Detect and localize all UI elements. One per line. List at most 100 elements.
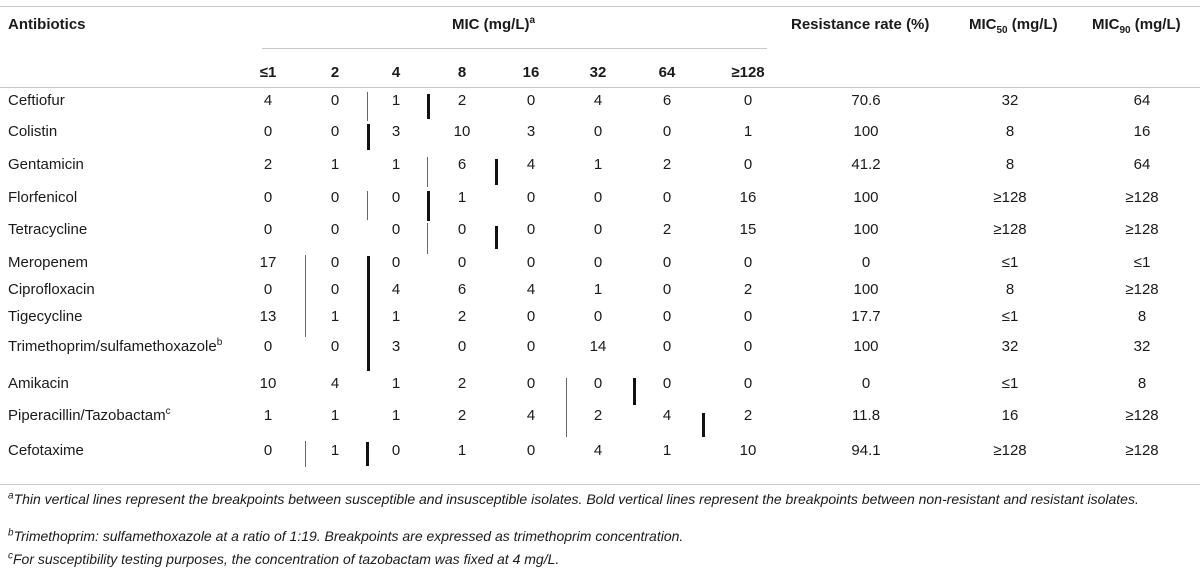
table-top-rule <box>0 6 1200 7</box>
mic-count-cell: 0 <box>457 254 467 271</box>
resistance-breakpoint-line <box>495 159 498 185</box>
conc-header-cell: ≤1 <box>259 64 277 81</box>
mic-count-cell: 1 <box>662 442 672 459</box>
mic-count-cell: 0 <box>391 221 401 238</box>
susceptibility-breakpoint-line <box>305 280 306 308</box>
mic90-cell: ≥128 <box>1125 442 1159 459</box>
mic-count-cell: 1 <box>593 156 603 173</box>
conc-header-cell: ≥128 <box>731 64 765 81</box>
susceptibility-breakpoint-line <box>305 255 306 280</box>
mic-count-cell: 13 <box>259 308 277 325</box>
footnote-mark: b <box>8 527 14 539</box>
mic-count-cell: 1 <box>391 92 401 109</box>
resistance-rate-cell: 70.6 <box>851 92 881 109</box>
mic-count-cell: 14 <box>589 338 607 355</box>
antibiotic-name: Piperacillin/Tazobactamc <box>8 407 171 425</box>
mic90-cell: ≥128 <box>1125 221 1159 238</box>
mic90-cell: 64 <box>1133 156 1151 173</box>
mic-count-cell: 0 <box>526 92 536 109</box>
mic-count-cell: 0 <box>743 375 753 392</box>
mic50-cell: ≤1 <box>1001 375 1019 392</box>
susceptibility-breakpoint-line <box>367 92 368 121</box>
mic-count-cell: 2 <box>263 156 273 173</box>
mic-count-cell: 4 <box>526 281 536 298</box>
resistance-breakpoint-line <box>367 256 370 280</box>
mic-count-cell: 0 <box>662 338 672 355</box>
header-mic50-sub: 50 <box>996 25 1008 36</box>
header-mic-label: MIC (mg/L) <box>452 16 530 33</box>
susceptibility-breakpoint-line <box>427 157 428 187</box>
mic-count-cell: 4 <box>593 92 603 109</box>
mic-count-cell: 0 <box>662 375 672 392</box>
resistance-breakpoint-line <box>367 124 370 150</box>
susceptibility-breakpoint-line <box>566 378 567 410</box>
antibiotic-name: Florfenicol <box>8 189 77 206</box>
mic-count-cell: 0 <box>330 189 340 206</box>
mic-count-cell: 4 <box>526 407 536 424</box>
mic-count-cell: 0 <box>593 375 603 392</box>
mic90-cell: 64 <box>1133 92 1151 109</box>
mic-count-cell: 0 <box>330 123 340 140</box>
mic-count-cell: 15 <box>739 221 757 238</box>
resistance-breakpoint-line <box>495 226 498 249</box>
mic-count-cell: 0 <box>330 281 340 298</box>
mic-count-cell: 0 <box>526 189 536 206</box>
mic50-cell: ≤1 <box>1001 254 1019 271</box>
susceptibility-breakpoint-line <box>305 308 306 337</box>
antibiotic-name: Trimethoprim/sulfamethoxazoleb <box>8 338 222 356</box>
mic-count-cell: 4 <box>593 442 603 459</box>
antibiotic-name-text: Piperacillin/Tazobactam <box>8 407 166 424</box>
conc-header-cell: 16 <box>522 64 540 81</box>
antibiotic-name-text: Ceftiofur <box>8 92 65 109</box>
resistance-rate-cell: 41.2 <box>851 156 881 173</box>
header-mic: MIC (mg/L)a <box>452 16 535 34</box>
header-mic90-sub: 90 <box>1119 25 1131 36</box>
mic-count-cell: 0 <box>593 123 603 140</box>
antibiotic-name-text: Amikacin <box>8 375 69 392</box>
mic-count-cell: 0 <box>263 281 273 298</box>
mic-count-cell: 0 <box>593 308 603 325</box>
mic-count-cell: 2 <box>743 407 753 424</box>
mic-count-cell: 2 <box>593 407 603 424</box>
antibiotic-name: Meropenem <box>8 254 88 271</box>
mic-count-cell: 2 <box>662 221 672 238</box>
footnote: aThin vertical lines represent the break… <box>8 490 1194 508</box>
conc-header-cell: 32 <box>589 64 607 81</box>
mic-count-cell: 1 <box>330 442 340 459</box>
mic-count-cell: 1 <box>330 308 340 325</box>
mic-count-cell: 17 <box>259 254 277 271</box>
antibiotic-name-text: Meropenem <box>8 254 89 271</box>
resistance-breakpoint-line <box>427 191 430 221</box>
mic-count-cell: 0 <box>330 92 340 109</box>
mic-count-cell: 0 <box>330 221 340 238</box>
footnote: bTrimethoprim: sulfamethoxazole at a rat… <box>8 527 1194 545</box>
susceptibility-breakpoint-line <box>367 191 368 220</box>
resistance-rate-cell: 11.8 <box>851 407 881 424</box>
resistance-rate-cell: 17.7 <box>851 308 881 325</box>
mic-count-cell: 0 <box>662 254 672 271</box>
mic-count-cell: 0 <box>263 442 273 459</box>
mic-count-cell: 0 <box>743 254 753 271</box>
mic-count-cell: 1 <box>391 156 401 173</box>
mic-count-cell: 0 <box>526 221 536 238</box>
mic-count-cell: 4 <box>526 156 536 173</box>
mic50-cell: 32 <box>1001 92 1019 109</box>
mic90-cell: ≥128 <box>1125 189 1159 206</box>
mic90-cell: ≤1 <box>1133 254 1151 271</box>
header-mic50: MIC50 (mg/L) <box>969 16 1058 36</box>
footnote-text: Thin vertical lines represent the breakp… <box>13 491 1139 507</box>
antibiotic-name-text: Colistin <box>8 123 58 140</box>
table-bottom-rule <box>0 484 1200 485</box>
mic50-cell: ≥128 <box>993 221 1027 238</box>
footnote-mark: c <box>8 550 13 562</box>
mic50-cell: 8 <box>1005 156 1015 173</box>
resistance-breakpoint-line <box>367 280 370 308</box>
mic-count-cell: 4 <box>330 375 340 392</box>
mic-count-cell: 16 <box>739 189 757 206</box>
resistance-rate-cell: 100 <box>853 338 879 355</box>
footnote: cFor susceptibility testing purposes, th… <box>8 550 1194 568</box>
mic-count-cell: 2 <box>457 308 467 325</box>
header-mic90-post: (mg/L) <box>1130 16 1181 33</box>
mic-count-cell: 0 <box>593 221 603 238</box>
mic-count-cell: 0 <box>593 254 603 271</box>
